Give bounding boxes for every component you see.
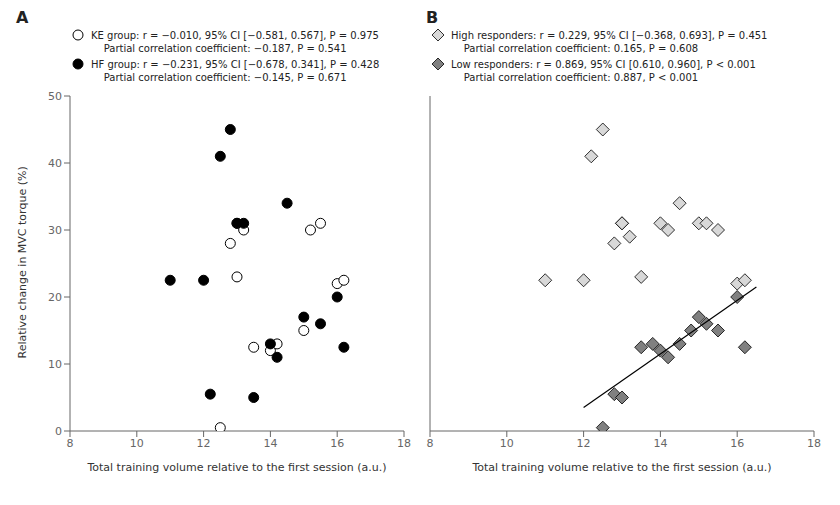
html-text:KE group: r = −0.010, 95% CI [: KE group: r = −0.010, 95% CI [−0.581, 0.… [91,29,379,41]
svg-text:10: 10 [48,358,62,371]
html-text:B: B [426,8,439,27]
html-text:Partial correlation coefficien: Partial correlation coefficient: 0.165, … [451,43,699,54]
svg-text:8: 8 [67,437,74,450]
svg-text:12: 12 [577,437,591,450]
svg-text:16: 16 [330,437,344,450]
svg-text:18: 18 [807,437,821,450]
svg-text:Total training volume relative: Total training volume relative to the fi… [86,461,386,474]
svg-text:14: 14 [653,437,667,450]
html-text:Low responders: r = 0.869, 95%: Low responders: r = 0.869, 95% CI [0.610… [451,58,756,70]
svg-text:14: 14 [263,437,277,450]
svg-text:0: 0 [55,425,62,438]
svg-text:12: 12 [197,437,211,450]
svg-text:30: 30 [48,224,62,237]
svg-text:10: 10 [130,437,144,450]
svg-text:20: 20 [48,291,62,304]
html-text:HF group: r = −0.231, 95% CI [: HF group: r = −0.231, 95% CI [−0.678, 0.… [91,58,380,70]
html-text:Partial correlation coefficien: Partial correlation coefficient: −0.187,… [91,43,347,54]
html-text:A: A [16,8,29,27]
svg-text:Relative change in MVC torque: Relative change in MVC torque (%) [16,166,29,358]
svg-text:18: 18 [397,437,411,450]
svg-text:10: 10 [500,437,514,450]
svg-text:Total training volume relative: Total training volume relative to the fi… [471,461,771,474]
html-text:Partial correlation coefficien: Partial correlation coefficient: 0.887, … [451,72,699,83]
svg-text:40: 40 [48,157,62,170]
svg-text:8: 8 [427,437,434,450]
svg-text:16: 16 [730,437,744,450]
html-text:High responders: r = 0.229, 95: High responders: r = 0.229, 95% CI [−0.3… [451,29,768,41]
html-text:Partial correlation coefficien: Partial correlation coefficient: −0.145,… [91,72,347,83]
svg-text:50: 50 [48,90,62,103]
